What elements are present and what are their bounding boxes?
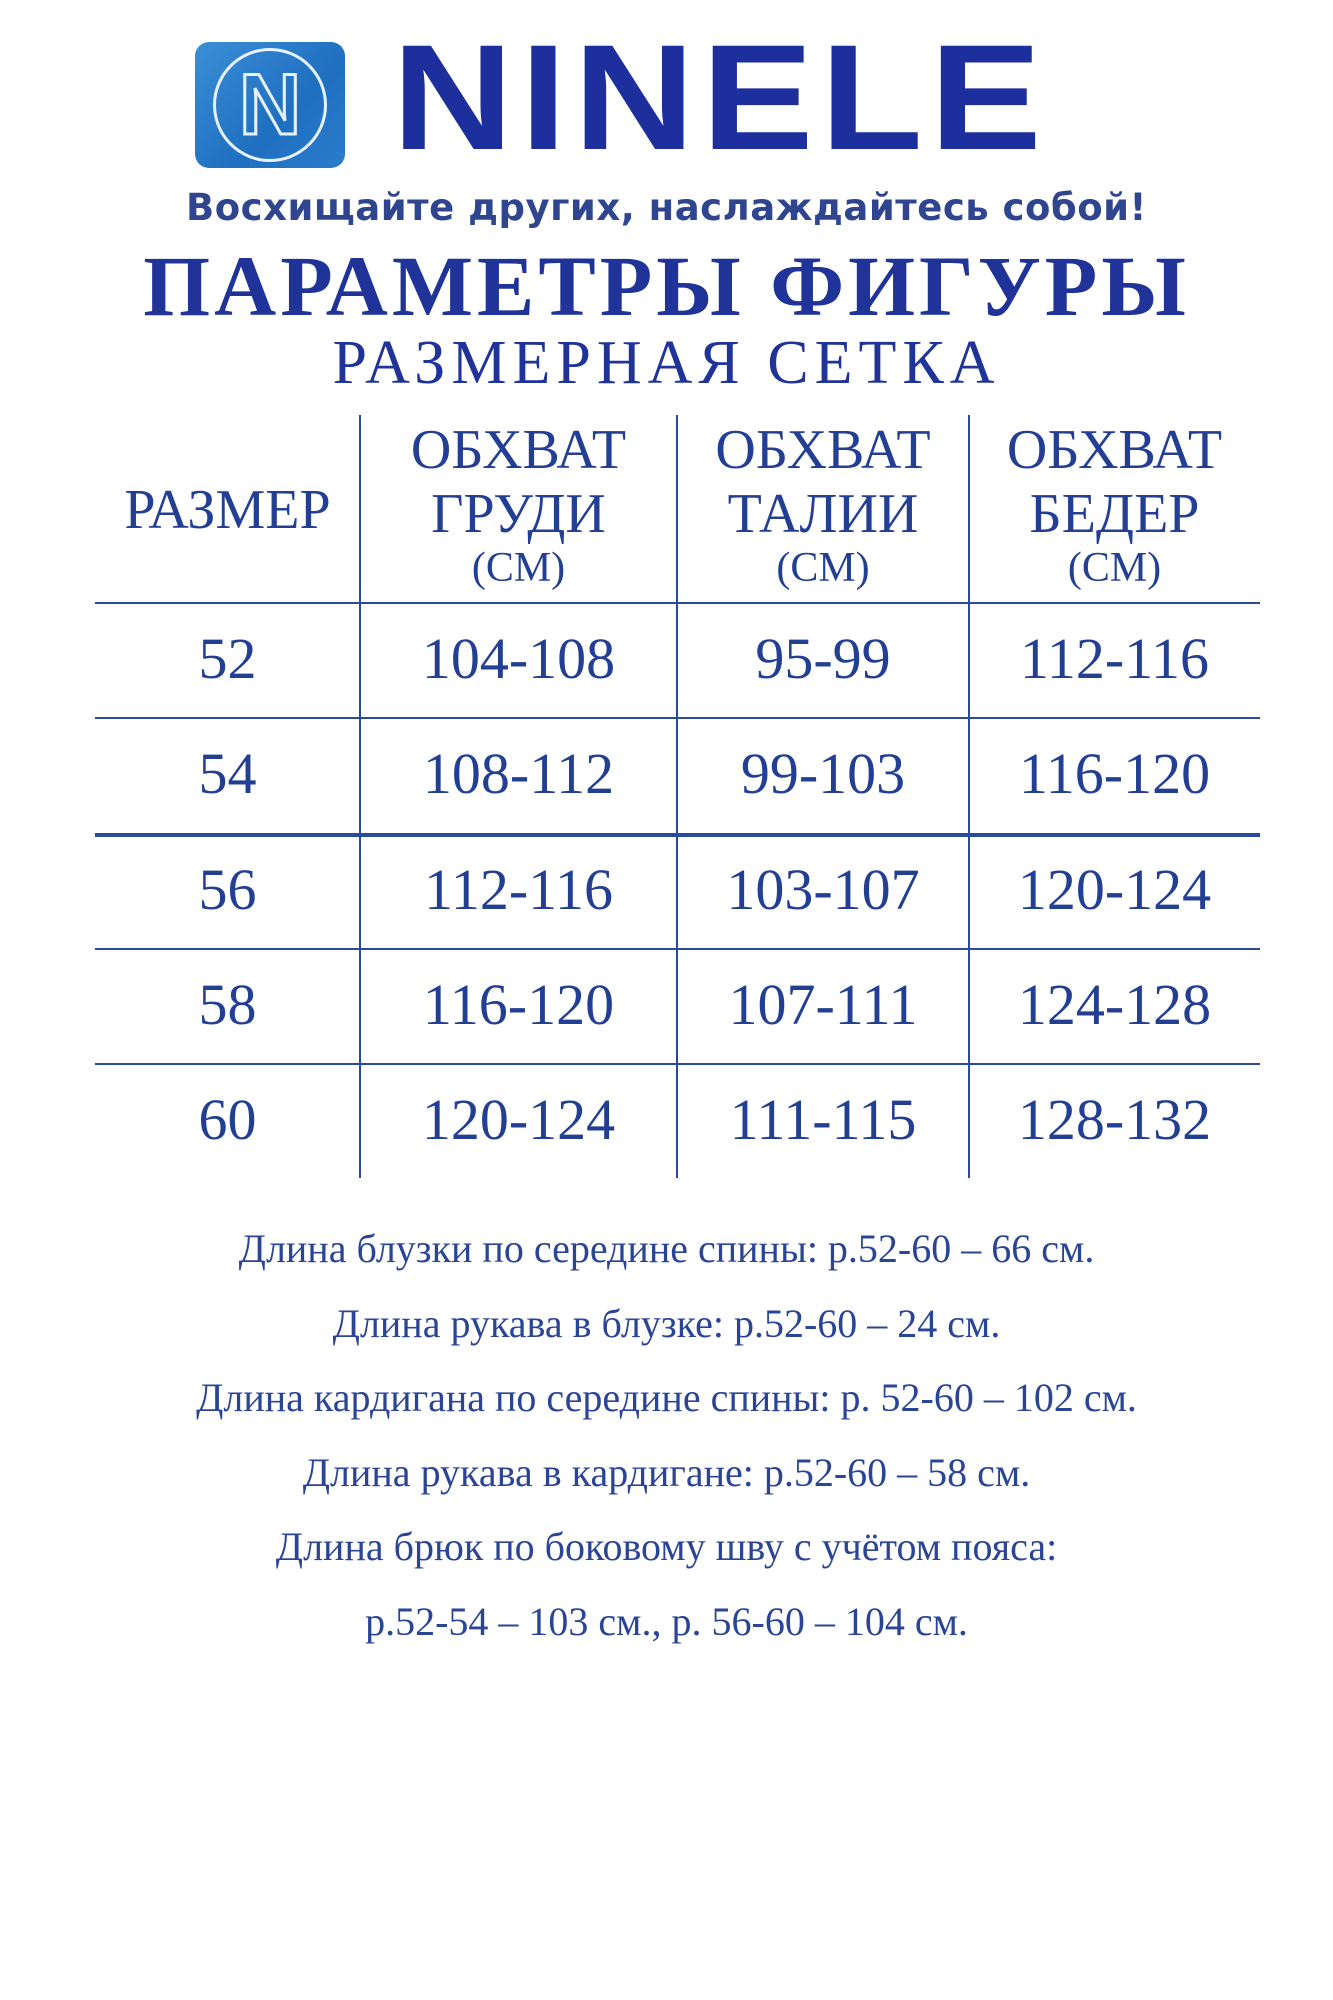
note-line: Длина рукава в блузке: р.52-60 – 24 см. [332, 1300, 1001, 1346]
table-header-cell: ОБХВАТ БЕДЕР (СМ) [969, 418, 1260, 590]
measurement-cell: 116-120 [422, 972, 615, 1037]
logo-emblem: N [213, 48, 327, 162]
table-row-divider [95, 602, 1260, 604]
measurement-cell: 128-132 [1017, 1087, 1212, 1152]
measurement-cell: 103-107 [726, 857, 920, 922]
header-unit: (СМ) [776, 545, 870, 591]
note-line: р.52-54 – 103 см., р. 56-60 – 104 см. [365, 1598, 968, 1644]
page-subtitle: РАЗМЕРНАЯ СЕТКА [332, 329, 1001, 397]
table-header-cell: ОБХВАТ ГРУДИ (СМ) [360, 418, 677, 590]
measurement-cell: 116-120 [1018, 741, 1211, 806]
size-cell: 52 [198, 626, 257, 691]
size-cell: 56 [198, 857, 257, 922]
measurement-cell: 112-116 [423, 857, 613, 922]
measurement-cell: 124-128 [1017, 972, 1212, 1037]
table-column-divider [968, 415, 970, 1178]
note-line: Длина кардигана по середине спины: р. 52… [196, 1375, 1137, 1420]
measurement-cell: 99-103 [740, 741, 906, 806]
measurement-cell: 95-99 [755, 626, 891, 691]
table-column-divider [359, 415, 361, 1178]
measurement-cell: 111-115 [729, 1087, 917, 1152]
table-row-divider [95, 1063, 1260, 1065]
header-unit: (СМ) [1067, 545, 1162, 591]
table-header-cell: РАЗМЕР [95, 478, 360, 542]
table-row-divider [95, 833, 1260, 837]
table-row-divider [95, 717, 1260, 719]
size-cell: 54 [198, 741, 257, 806]
header-text: ОБХВАТ [1006, 419, 1223, 481]
header-text: ОБХВАТ [410, 419, 627, 481]
header-text: ТАЛИИ [727, 483, 919, 545]
size-cell: 58 [198, 972, 257, 1037]
header-unit: (СМ) [471, 545, 566, 591]
header-text: РАЗМЕР [124, 479, 331, 541]
brand-name: NINELE [392, 13, 1049, 181]
measurement-cell: 107-111 [728, 972, 918, 1037]
brand-logo: N [195, 42, 345, 168]
brand-tagline: Восхищайте других, наслаждайтесь собой! [186, 186, 1147, 229]
measurement-cell: 108-112 [422, 741, 615, 806]
measurement-cell: 112-116 [1019, 626, 1209, 691]
measurement-cell: 120-124 [1017, 857, 1212, 922]
note-line: Длина блузки по середине спины: р.52-60 … [238, 1226, 1095, 1271]
table-column-divider [676, 415, 678, 1178]
header-text: ГРУДИ [431, 483, 606, 545]
table-row-divider [95, 948, 1260, 950]
header-text: БЕДЕР [1029, 483, 1200, 545]
size-cell: 60 [198, 1087, 257, 1152]
measurement-cell: 120-124 [421, 1087, 616, 1152]
note-line: Длина брюк по боковому шву с учётом пояс… [275, 1524, 1058, 1569]
note-line: Длина рукава в кардигане: р.52-60 – 58 с… [302, 1449, 1031, 1495]
table-header-cell: ОБХВАТ ТАЛИИ (СМ) [677, 418, 969, 590]
measurement-cell: 104-108 [421, 626, 616, 691]
page-title: ПАРАМЕТРЫ ФИГУРЫ [143, 238, 1190, 334]
header-text: ОБХВАТ [715, 419, 931, 481]
